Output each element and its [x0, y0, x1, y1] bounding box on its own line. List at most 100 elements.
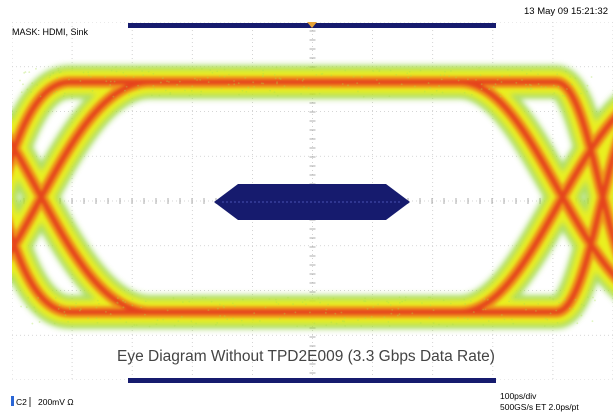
noise-dot: [116, 302, 119, 304]
noise-dot: [283, 85, 286, 88]
noise-dot: [96, 299, 99, 302]
noise-dot: [216, 321, 219, 324]
noise-dot: [315, 73, 318, 76]
noise-dot: [414, 85, 416, 88]
time-per-div: 100ps/div: [500, 391, 537, 401]
noise-dot: [585, 90, 588, 93]
noise-dot: [508, 300, 510, 303]
noise-dot: [128, 94, 130, 96]
noise-dot: [218, 75, 221, 77]
noise-dot: [537, 302, 540, 305]
noise-dot: [464, 303, 467, 305]
noise-dot: [57, 69, 60, 72]
noise-dot: [116, 297, 119, 300]
noise-dot: [133, 324, 136, 326]
noise-dot: [89, 75, 92, 78]
noise-dot: [546, 318, 549, 321]
noise-dot: [304, 298, 306, 301]
noise-dot: [23, 71, 26, 74]
noise-dot: [432, 322, 435, 325]
noise-dot: [366, 307, 369, 310]
noise-dot: [463, 91, 466, 94]
noise-dot: [169, 92, 172, 94]
noise-dot: [276, 82, 278, 85]
noise-dot: [448, 75, 451, 78]
noise-dot: [444, 70, 446, 73]
noise-dot: [386, 300, 388, 303]
noise-dot: [181, 67, 184, 70]
noise-dot: [226, 318, 229, 321]
noise-dot: [166, 309, 169, 312]
noise-dot: [95, 306, 98, 309]
eye-trace: [12, 79, 153, 254]
noise-dot: [215, 324, 217, 326]
eye-noise: [19, 66, 596, 328]
noise-dot: [300, 92, 302, 95]
noise-dot: [109, 80, 112, 83]
noise-dot: [223, 75, 226, 78]
noise-dot: [429, 296, 432, 299]
noise-dot: [553, 92, 556, 95]
eye-diagram: [12, 65, 613, 329]
noise-dot: [277, 303, 280, 305]
noise-dot: [253, 85, 256, 88]
noise-dot: [274, 77, 277, 80]
noise-dot: [31, 322, 34, 325]
noise-dot: [480, 316, 483, 319]
noise-dot: [523, 302, 526, 305]
noise-dot: [364, 300, 367, 303]
noise-dot: [543, 325, 546, 327]
noise-dot: [124, 89, 126, 92]
noise-dot: [193, 77, 196, 80]
noise-dot: [231, 302, 234, 305]
noise-dot: [24, 71, 27, 73]
noise-dot: [31, 82, 34, 85]
noise-dot: [228, 73, 230, 76]
eye-trace: [12, 79, 613, 245]
noise-dot: [155, 323, 158, 326]
noise-dot: [556, 321, 559, 324]
noise-dot: [56, 76, 59, 79]
noise-dot: [292, 303, 294, 305]
noise-dot: [572, 308, 575, 311]
noise-dot: [241, 298, 244, 301]
noise-dot: [396, 314, 399, 317]
noise-dot: [327, 303, 330, 306]
noise-dot: [252, 318, 254, 321]
noise-dot: [514, 296, 517, 298]
noise-dot: [372, 306, 375, 308]
noise-dot: [105, 310, 107, 313]
noise-dot: [480, 83, 483, 86]
noise-dot: [82, 71, 85, 74]
noise-dot: [110, 69, 113, 72]
noise-dot: [363, 300, 365, 302]
noise-dot: [456, 316, 459, 319]
noise-dot: [558, 301, 560, 304]
noise-dot: [181, 301, 184, 304]
noise-dot: [273, 74, 276, 76]
noise-dot: [324, 311, 327, 314]
noise-dot: [125, 85, 128, 88]
noise-dot: [488, 88, 491, 91]
noise-dot: [138, 89, 141, 91]
noise-dot: [189, 68, 192, 70]
noise-dot: [172, 297, 175, 300]
noise-dot: [446, 325, 448, 328]
noise-dot: [26, 88, 29, 91]
noise-dot: [370, 315, 373, 318]
noise-dot: [592, 296, 594, 299]
noise-dot: [482, 308, 484, 311]
noise-dot: [362, 95, 365, 98]
noise-dot: [375, 79, 378, 81]
noise-dot: [301, 79, 304, 82]
noise-dot: [319, 301, 321, 304]
noise-dot: [227, 83, 230, 86]
noise-dot: [137, 84, 140, 87]
noise-dot: [211, 71, 214, 74]
noise-dot: [262, 75, 265, 78]
noise-dot: [195, 322, 197, 325]
noise-dot: [262, 72, 265, 75]
noise-dot: [435, 89, 438, 92]
noise-dot: [264, 306, 267, 309]
